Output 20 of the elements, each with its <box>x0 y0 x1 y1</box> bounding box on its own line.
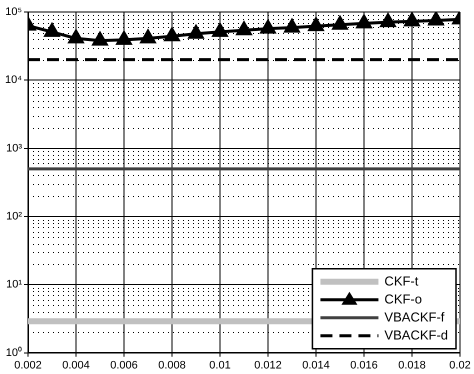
x-tick-label: 0.008 <box>158 359 186 372</box>
legend-label: CKF-o <box>384 291 422 306</box>
x-tick-label: 0.002 <box>14 359 42 372</box>
x-tick-label: 0.016 <box>350 359 378 372</box>
y-tick-label: 10¹ <box>6 278 22 291</box>
x-tick-label: 0.004 <box>62 359 90 372</box>
y-tick-label: 10⁰ <box>6 346 22 359</box>
x-tick-label: 0.012 <box>254 359 282 372</box>
y-tick-label: 10⁴ <box>5 74 22 86</box>
x-tick-label: 0.01 <box>209 359 231 372</box>
legend-label: CKF-t <box>384 273 419 288</box>
legend-label: VBACKF-d <box>384 327 448 342</box>
x-tick-label: 0.006 <box>110 359 138 372</box>
x-tick-label: 0.014 <box>302 359 330 372</box>
x-tick-label: 0.018 <box>398 359 426 372</box>
y-tick-label: 10³ <box>6 142 22 154</box>
legend-label: VBACKF-f <box>384 309 445 324</box>
y-tick-label: 10⁵ <box>5 6 22 18</box>
y-tick-label: 10² <box>6 210 22 223</box>
x-tick-label: 0.02 <box>449 359 471 372</box>
